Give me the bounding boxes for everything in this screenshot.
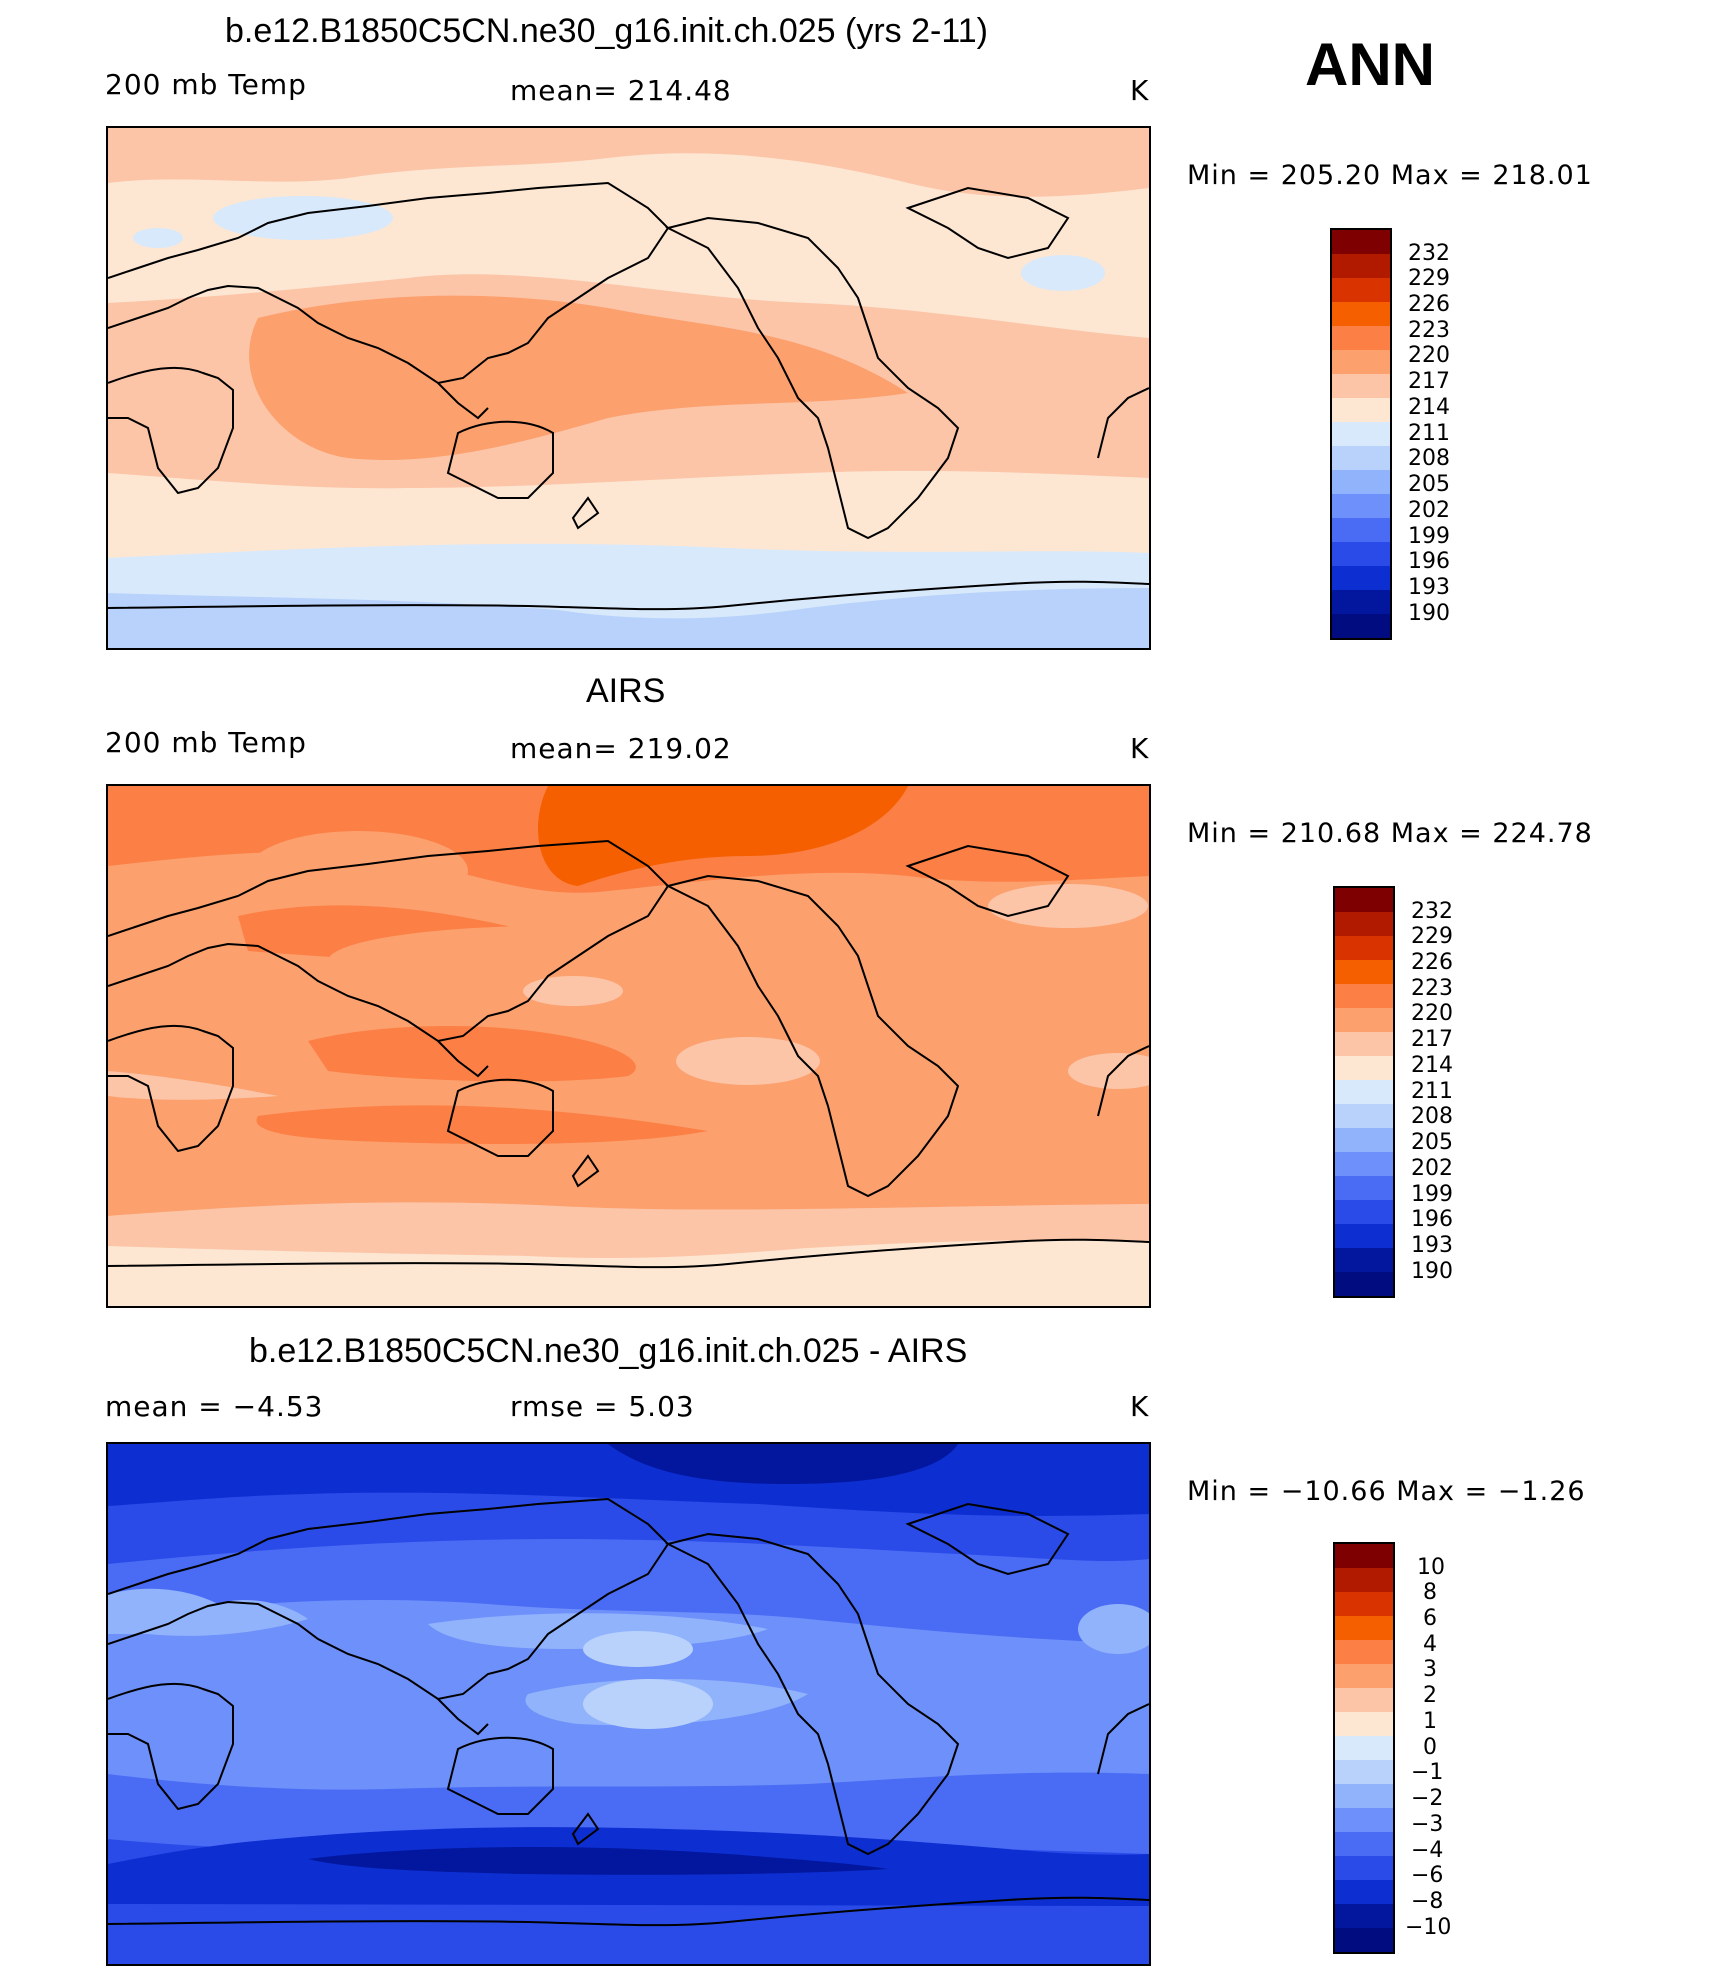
- panel2-cbar-label: 196: [1411, 1207, 1453, 1232]
- panel1-colorbar: 232 229 226 223 220 217 214 211 208 205 …: [1330, 228, 1470, 640]
- panel3-colorbar-swatches: [1333, 1542, 1395, 1954]
- panel3-minmax: Min = −10.66 Max = −1.26: [1187, 1476, 1586, 1507]
- panel3-cbar-label: −1: [1411, 1760, 1444, 1785]
- panel2-cbar-label: 226: [1411, 950, 1453, 975]
- panel2-cbar-label: 199: [1411, 1182, 1453, 1207]
- panel1-cbar-label: 193: [1408, 575, 1450, 600]
- panel3-cbar-label: −2: [1411, 1786, 1444, 1811]
- panel3-cbar-label: 3: [1423, 1657, 1437, 1682]
- panel1-cbar-label: 211: [1408, 421, 1450, 446]
- panel1-title: b.e12.B1850C5CN.ne30_g16.init.ch.025 (yr…: [225, 12, 988, 50]
- panel1-map: [106, 126, 1151, 650]
- panel3-rmse: rmse = 5.03: [510, 1390, 695, 1423]
- panel1-cbar-label: 196: [1408, 549, 1450, 574]
- panel1-cbar-label: 205: [1408, 472, 1450, 497]
- panel1-minmax: Min = 205.20 Max = 218.01: [1187, 160, 1593, 191]
- panel2-cbar-label: 214: [1411, 1053, 1453, 1078]
- panel3-cbar-label: −6: [1411, 1863, 1444, 1888]
- panel1-cbar-label: 229: [1408, 266, 1450, 291]
- panel2-mean: mean= 219.02: [510, 732, 732, 765]
- season-label: ANN: [1305, 31, 1435, 98]
- panel2-units: K: [1130, 732, 1150, 765]
- panel3-cbar-label: 6: [1423, 1606, 1437, 1631]
- panel1-units: K: [1130, 74, 1150, 107]
- panel1-cbar-label: 220: [1408, 343, 1450, 368]
- panel3-cbar-label: −8: [1411, 1889, 1444, 1914]
- panel1-colorbar-swatches: [1330, 228, 1392, 640]
- panel1-cbar-label: 214: [1408, 395, 1450, 420]
- panel3-cbar-label: −4: [1411, 1838, 1444, 1863]
- panel3-colorbar: 10 8 6 4 3 2 1 0 −1 −2 −3 −4 −6 −8 −10: [1333, 1542, 1473, 1954]
- panel1-cbar-label: 190: [1408, 601, 1450, 626]
- panel1-cbar-label: 226: [1408, 292, 1450, 317]
- panel2-colorbar-swatches: [1333, 886, 1395, 1298]
- panel3-cbar-label: 2: [1423, 1683, 1437, 1708]
- panel2-cbar-label: 220: [1411, 1001, 1453, 1026]
- panel2-cbar-label: 190: [1411, 1259, 1453, 1284]
- panel1-cbar-label: 199: [1408, 524, 1450, 549]
- panel3-title: b.e12.B1850C5CN.ne30_g16.init.ch.025 - A…: [249, 1332, 968, 1370]
- panel2-cbar-label: 232: [1411, 899, 1453, 924]
- panel2-cbar-label: 208: [1411, 1104, 1453, 1129]
- panel2-cbar-label: 229: [1411, 924, 1453, 949]
- panel3-cbar-label: 4: [1423, 1632, 1437, 1657]
- panel1-variable: 200 mb Temp: [105, 68, 307, 101]
- panel1-cbar-label: 217: [1408, 369, 1450, 394]
- panel3-units: K: [1130, 1390, 1150, 1423]
- panel3-cbar-label: 0: [1423, 1735, 1437, 1760]
- panel2-cbar-label: 217: [1411, 1027, 1453, 1052]
- panel3-cbar-label: 8: [1423, 1580, 1437, 1605]
- panel1-cbar-label: 202: [1408, 498, 1450, 523]
- panel2-minmax: Min = 210.68 Max = 224.78: [1187, 818, 1593, 849]
- panel3-cbar-label: 10: [1417, 1555, 1445, 1580]
- panel3-cbar-label: −3: [1411, 1812, 1444, 1837]
- panel1-cbar-label: 208: [1408, 446, 1450, 471]
- panel2-cbar-label: 202: [1411, 1156, 1453, 1181]
- panel2-colorbar: 232 229 226 223 220 217 214 211 208 205 …: [1333, 886, 1473, 1298]
- panel3-map: [106, 1442, 1151, 1966]
- panel2-cbar-label: 223: [1411, 976, 1453, 1001]
- panel3-cbar-label: 1: [1423, 1709, 1437, 1734]
- panel2-variable: 200 mb Temp: [105, 726, 307, 759]
- panel2-cbar-label: 193: [1411, 1233, 1453, 1258]
- panel2-title: AIRS: [586, 672, 666, 710]
- panel3-cbar-label: −10: [1405, 1915, 1452, 1940]
- panel1-mean: mean= 214.48: [510, 74, 732, 107]
- panel2-map: [106, 784, 1151, 1308]
- panel1-cbar-label: 223: [1408, 318, 1450, 343]
- panel2-cbar-label: 205: [1411, 1130, 1453, 1155]
- panel3-mean: mean = −4.53: [105, 1390, 324, 1423]
- panel1-cbar-label: 232: [1408, 241, 1450, 266]
- panel2-cbar-label: 211: [1411, 1079, 1453, 1104]
